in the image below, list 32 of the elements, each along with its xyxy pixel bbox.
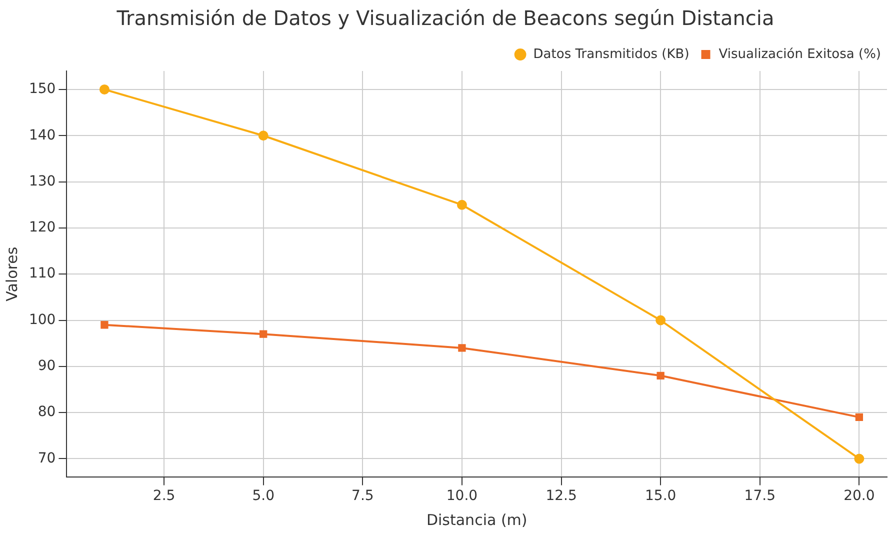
chart-title: Transmisión de Datos y Visualización de Beacons según Distancia xyxy=(116,6,774,30)
point xyxy=(656,372,664,380)
point xyxy=(855,413,864,422)
y-tick-label: 120 xyxy=(28,220,56,236)
y-tick-label: 90 xyxy=(38,358,56,374)
x-tick-label: 15.0 xyxy=(644,488,676,504)
point xyxy=(456,200,467,210)
x-tick-label: 10.0 xyxy=(446,488,478,504)
y-tick-label: 130 xyxy=(28,173,56,190)
x-tick-label: 2.5 xyxy=(152,488,176,504)
point xyxy=(854,454,864,464)
x-axis-title: Distancia (m) xyxy=(426,510,528,529)
x-tick-label: 5.0 xyxy=(252,488,274,504)
legend-label: Visualización Exitosa (%) xyxy=(718,46,881,62)
y-tick-label: 140 xyxy=(28,127,56,144)
y-tick-label: 80 xyxy=(38,404,56,420)
y-tick-label: 110 xyxy=(28,266,56,282)
x-tick-label: 12.5 xyxy=(546,488,577,504)
x-tick-label: 17.5 xyxy=(744,488,776,504)
legend-label: Datos Transmitidos (KB) xyxy=(533,46,690,62)
point xyxy=(100,321,108,329)
x-tick-label: 20.0 xyxy=(844,488,875,504)
y-tick-label: 70 xyxy=(38,450,56,466)
y-axis-title: Valores xyxy=(2,246,21,302)
point xyxy=(99,84,110,94)
point xyxy=(656,315,666,326)
point xyxy=(458,344,466,352)
point xyxy=(260,330,268,338)
x-tick-label: 7.5 xyxy=(352,488,374,504)
y-tick-label: 150 xyxy=(28,81,56,98)
point xyxy=(258,130,268,141)
y-tick-label: 100 xyxy=(28,312,56,328)
